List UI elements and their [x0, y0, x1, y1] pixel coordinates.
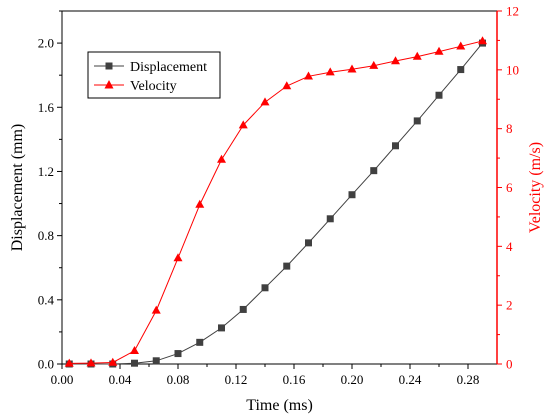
data-point-square [326, 215, 334, 223]
y-right-tick-label: 2 [506, 298, 513, 313]
data-point-triangle [86, 358, 96, 367]
series-line [69, 40, 483, 364]
data-point-triangle [151, 305, 161, 314]
data-point-square [283, 262, 291, 270]
data-point-square [174, 350, 182, 358]
y-right-tick-label: 6 [506, 180, 513, 195]
x-axis-label: Time (ms) [246, 397, 313, 414]
legend-box [87, 51, 221, 99]
data-point-triangle [64, 358, 74, 367]
legend-marker-triangle [104, 80, 114, 89]
data-point-square [392, 142, 399, 150]
legend-item-displacement: Displacement [94, 60, 207, 75]
y-right-tick-label: 8 [506, 121, 513, 136]
series-velocity [64, 36, 487, 367]
data-point-triangle [260, 97, 270, 106]
y-axis-right-label: Velocity (m/s) [527, 142, 544, 233]
data-point-triangle [456, 41, 466, 50]
data-point-square [196, 338, 204, 346]
legend-item-velocity: Velocity [94, 79, 177, 94]
data-point-triangle [238, 120, 248, 129]
y-axis-right: 0 2 4 6 8 10 12 [496, 4, 519, 372]
data-point-square [348, 191, 356, 199]
data-point-triangle [130, 345, 139, 354]
data-point-triangle [478, 36, 487, 45]
data-point-triangle [347, 64, 357, 73]
legend-marker-square [105, 62, 113, 70]
legend: Displacement Velocity [87, 51, 221, 99]
x-tick-label: 0.00 [51, 372, 74, 387]
x-tick-label: 0.24 [399, 372, 422, 387]
y-left-tick-label: 0.0 [38, 357, 54, 372]
data-point-triangle [173, 253, 183, 262]
data-point-triangle [108, 357, 118, 366]
y-right-tick-label: 10 [506, 62, 519, 77]
x-tick-label: 0.28 [457, 372, 480, 387]
data-point-square [413, 117, 421, 125]
y-right-tick-label: 0 [506, 357, 513, 372]
data-point-triangle [195, 199, 205, 208]
y-left-tick-label: 2.0 [38, 36, 54, 51]
x-tick-label: 0.20 [341, 372, 364, 387]
data-point-square [305, 239, 312, 247]
x-tick-label: 0.04 [109, 372, 132, 387]
data-point-triangle [369, 60, 379, 69]
series-line [69, 42, 483, 365]
data-point-square [435, 91, 443, 99]
data-point-triangle [304, 71, 313, 80]
data-point-triangle [325, 67, 335, 76]
y-left-tick-label: 0.8 [38, 228, 54, 243]
data-point-square [218, 324, 225, 332]
legend-label: Velocity [130, 79, 177, 94]
x-tick-label: 0.08 [167, 372, 190, 387]
y-right-tick-label: 12 [506, 4, 519, 19]
data-point-square [457, 66, 465, 74]
data-point-square [239, 305, 247, 313]
data-point-square [370, 167, 378, 175]
data-point-square [261, 284, 269, 292]
data-point-triangle [434, 46, 444, 55]
y-right-tick-label: 4 [506, 239, 513, 254]
data-point-square [152, 357, 160, 365]
y-left-tick-label: 0.4 [38, 292, 55, 307]
legend-label: Displacement [130, 60, 207, 75]
data-point-triangle [217, 154, 226, 163]
y-left-tick-label: 1.6 [38, 100, 55, 115]
data-point-square [131, 359, 138, 367]
data-point-triangle [391, 56, 400, 65]
y-left-tick-label: 1.2 [38, 164, 54, 179]
x-axis: 0.00 0.04 0.08 0.12 0.16 0.20 0.24 0.28 [51, 364, 480, 387]
data-point-triangle [412, 51, 422, 60]
data-point-triangle [282, 81, 292, 90]
series-layer [64, 36, 487, 368]
x-tick-label: 0.12 [225, 372, 248, 387]
legend-items: Displacement Velocity [94, 60, 207, 94]
y-axis-left: 0.0 0.4 0.8 1.2 1.6 2.0 [38, 10, 62, 372]
y-axis-left-label: Displacement (mm) [9, 124, 26, 252]
x-tick-label: 0.16 [283, 372, 306, 387]
